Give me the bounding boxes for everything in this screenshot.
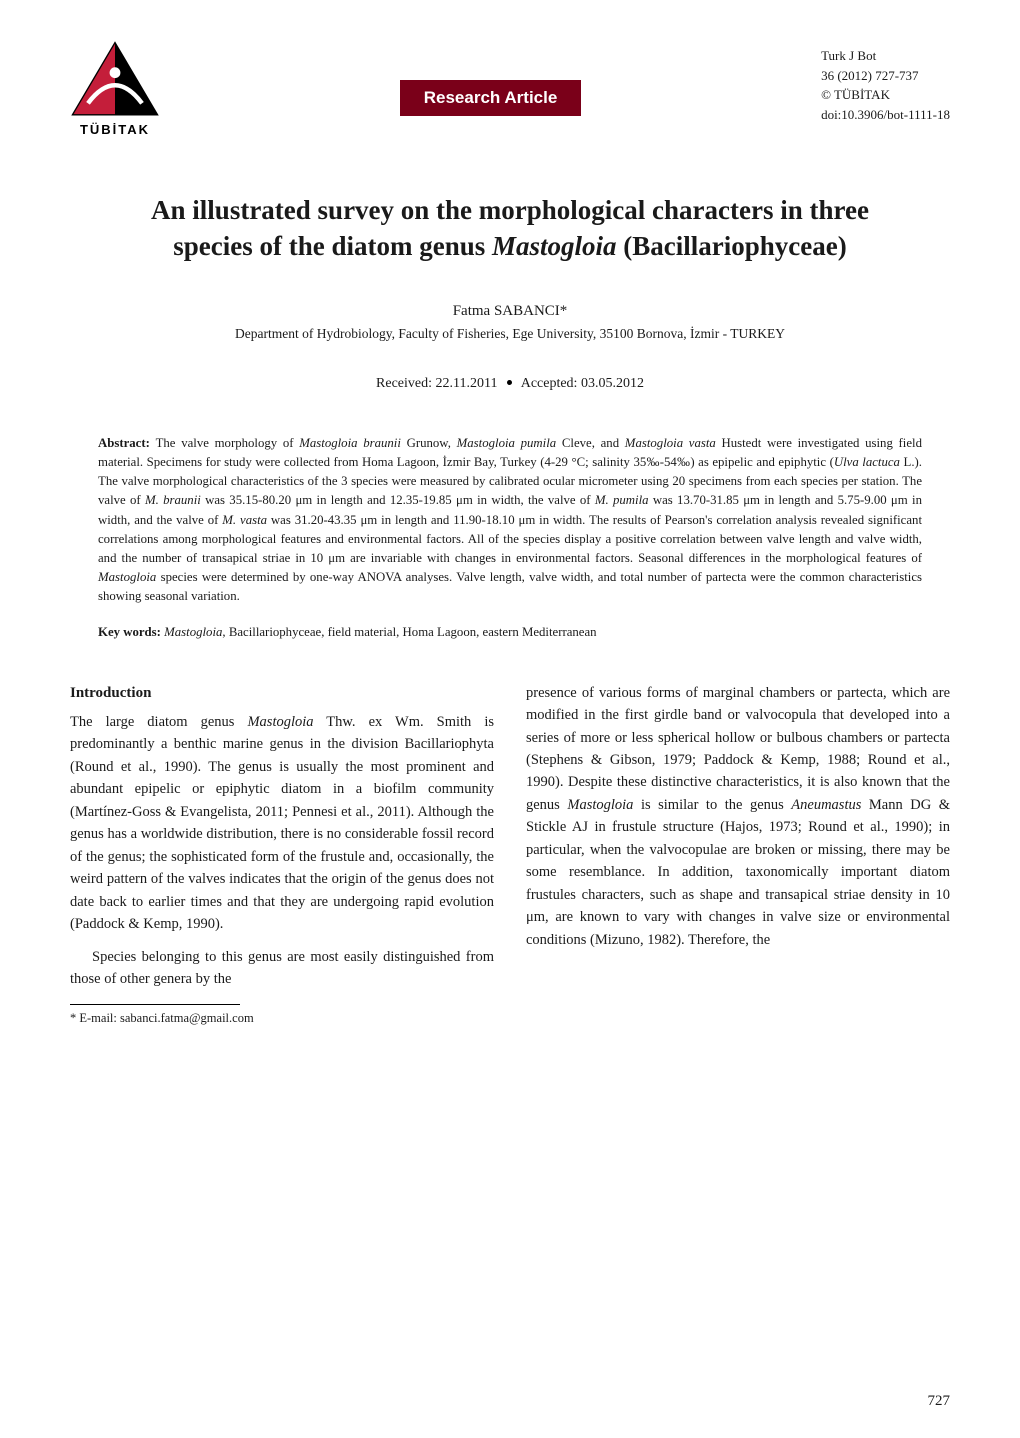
article-title: An illustrated survey on the morphologic… xyxy=(70,192,950,265)
abstract-text: The valve morphology of Mastogloia braun… xyxy=(98,436,922,604)
received-date: Received: 22.11.2011 xyxy=(376,376,497,391)
publisher-name: TÜBİTAK xyxy=(80,122,150,137)
volume-pages: 36 (2012) 727-737 xyxy=(821,66,950,86)
left-column: Introduction The large diatom genus Mast… xyxy=(70,682,494,1029)
title-line-1: An illustrated survey on the morphologic… xyxy=(151,195,869,225)
abstract-label: Abstract: xyxy=(98,436,156,450)
journal-metadata: Turk J Bot 36 (2012) 727-737 © TÜBİTAK d… xyxy=(821,46,950,124)
publisher-logo: TÜBİTAK xyxy=(70,40,160,137)
doi: doi:10.3906/bot-1111-18 xyxy=(821,105,950,125)
introduction-heading: Introduction xyxy=(70,682,494,705)
footnote-rule xyxy=(70,1004,240,1005)
author-affiliation: Department of Hydrobiology, Faculty of F… xyxy=(70,326,950,342)
article-type-badge: Research Article xyxy=(400,80,582,116)
right-column: presence of various forms of marginal ch… xyxy=(526,682,950,1029)
title-line-2-pre: species of the diatom genus xyxy=(173,231,492,261)
keywords-text: Mastogloia, Bacillariophyceae, field mat… xyxy=(164,625,596,639)
title-line-2-post: (Bacillariophyceae) xyxy=(617,231,847,261)
corresponding-author-footnote: * E-mail: sabanci.fatma@gmail.com xyxy=(70,1009,494,1028)
author-name: Fatma SABANCI* xyxy=(70,303,950,320)
article-dates: Received: 22.11.2011 Accepted: 03.05.201… xyxy=(70,376,950,392)
keywords-label: Key words: xyxy=(98,625,164,639)
bullet-separator-icon xyxy=(507,380,512,385)
keywords: Key words: Mastogloia, Bacillariophyceae… xyxy=(98,625,922,640)
copyright-line: © TÜBİTAK xyxy=(821,85,950,105)
intro-para-3: presence of various forms of marginal ch… xyxy=(526,682,950,952)
tubitak-logo-icon xyxy=(70,40,160,118)
abstract: Abstract: The valve morphology of Mastog… xyxy=(98,434,922,607)
page-number: 727 xyxy=(928,1393,951,1410)
intro-para-2: Species belonging to this genus are most… xyxy=(70,946,494,991)
body-columns: Introduction The large diatom genus Mast… xyxy=(70,682,950,1029)
journal-name: Turk J Bot xyxy=(821,46,950,66)
accepted-date: Accepted: 03.05.2012 xyxy=(521,376,644,391)
title-genus: Mastogloia xyxy=(492,231,617,261)
author-block: Fatma SABANCI* Department of Hydrobiolog… xyxy=(70,303,950,342)
intro-para-1: The large diatom genus Mastogloia Thw. e… xyxy=(70,711,494,936)
header: TÜBİTAK Research Article Turk J Bot 36 (… xyxy=(70,40,950,137)
